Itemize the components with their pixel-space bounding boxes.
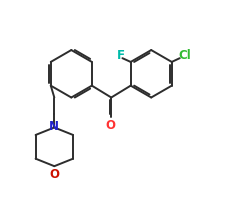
Text: N: N bbox=[49, 120, 59, 133]
Text: O: O bbox=[49, 168, 59, 181]
Text: F: F bbox=[117, 49, 125, 62]
Text: Cl: Cl bbox=[178, 49, 191, 62]
Text: O: O bbox=[105, 119, 115, 132]
